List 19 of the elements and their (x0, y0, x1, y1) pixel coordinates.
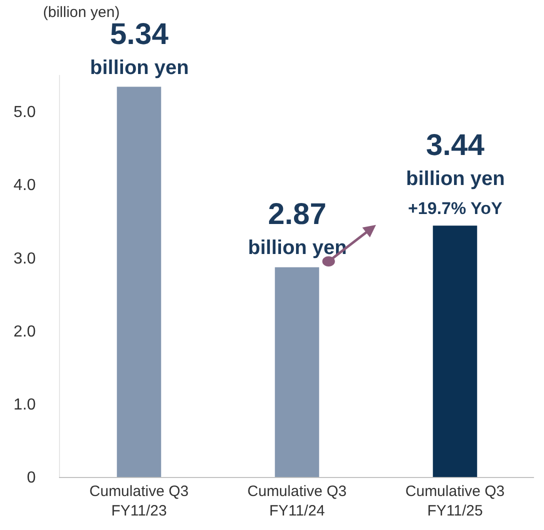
x-tick-label: Cumulative Q3 FY11/24 (247, 483, 347, 520)
x-tick-label: Cumulative Q3 FY11/23 (89, 483, 189, 520)
bar (274, 267, 320, 477)
annotation: billion yen (90, 57, 189, 79)
y-tick-label: 1.0 (14, 396, 36, 414)
data-label: 3.44 (426, 129, 485, 162)
y-tick-label: 3.0 (14, 250, 36, 268)
annotation: billion yen (406, 168, 505, 190)
data-label: 2.87 (268, 198, 326, 231)
y-tick-label: 2.0 (14, 323, 36, 340)
y-tick-label: 5.0 (14, 104, 36, 122)
bar (432, 226, 478, 477)
y-tick-label: 0 (26, 470, 36, 487)
annotation: +19.7% YoY (408, 199, 504, 218)
y-axis-title: (billion yen) (43, 4, 120, 21)
bar (116, 86, 162, 477)
y-tick-label: 4.0 (14, 177, 36, 194)
annotation: billion yen (248, 237, 347, 259)
x-tick-label: Cumulative Q3 FY11/25 (405, 483, 505, 520)
